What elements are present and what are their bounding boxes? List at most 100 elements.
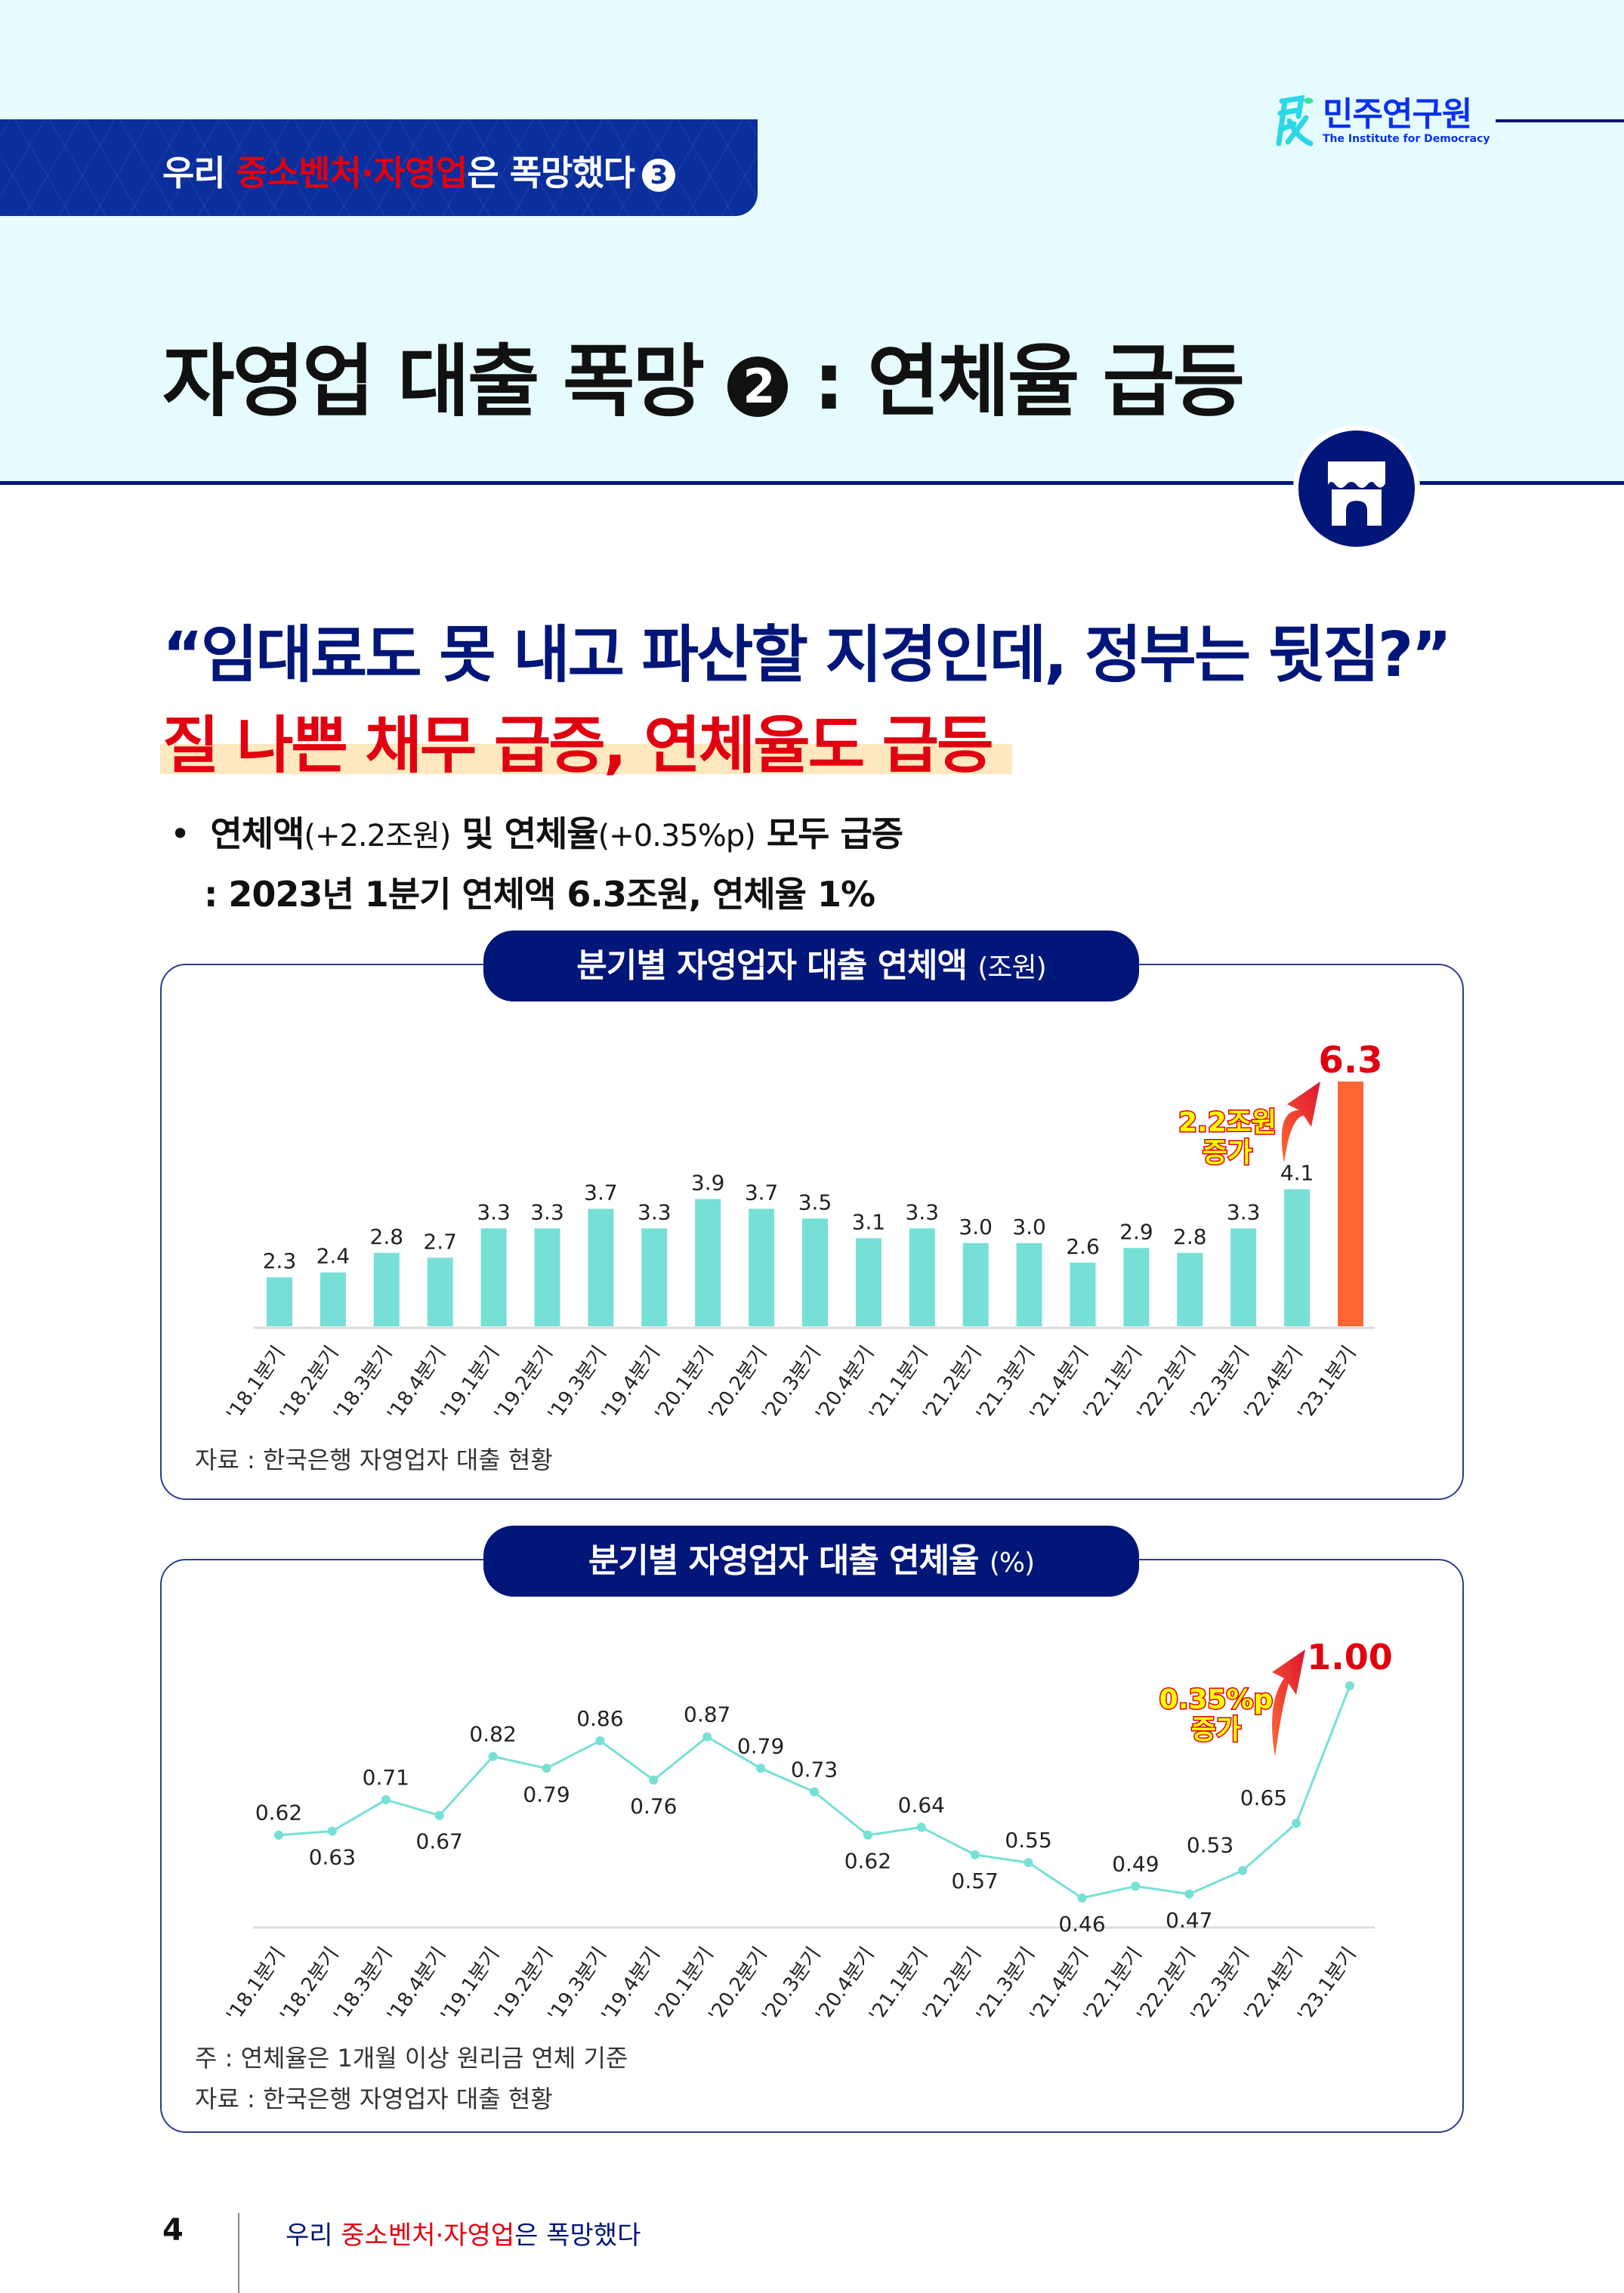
data-point — [1131, 1881, 1141, 1891]
amount-increase-callout-text: 증가 — [1203, 1137, 1252, 1168]
bar-value-label: 3.0 — [959, 1214, 993, 1239]
bar — [1338, 1082, 1363, 1326]
page-title-number-badge: 2 — [727, 356, 789, 417]
bullet-text: 모두 급증 — [755, 813, 903, 854]
point-value-label: 0.47 — [1166, 1908, 1212, 1933]
point-value-label: 0.71 — [363, 1765, 409, 1790]
bar — [588, 1208, 614, 1326]
bar-value-label: 3.5 — [798, 1190, 832, 1214]
point-value-label: 0.62 — [844, 1849, 891, 1874]
point-value-label: 0.63 — [309, 1845, 356, 1870]
bar-value-label: 2.7 — [423, 1229, 457, 1254]
bar — [1070, 1262, 1096, 1326]
bar — [749, 1208, 775, 1326]
bar — [1123, 1248, 1150, 1326]
point-value-label: 0.82 — [469, 1722, 516, 1747]
page-title: 자영업 대출 폭망 2 : 연체율 급등 — [162, 317, 1245, 431]
point-value-label: 0.67 — [416, 1829, 463, 1854]
logo-english-text: The Institute for Democracy — [1323, 133, 1490, 145]
data-point — [542, 1764, 551, 1773]
bullet-text: 연체액 — [210, 813, 304, 854]
bar — [480, 1228, 507, 1326]
data-point — [1292, 1819, 1301, 1829]
bullet-amount-change: (+2.2조원) — [304, 819, 451, 853]
data-point — [1023, 1858, 1033, 1868]
bar-value-label: 2.3 — [263, 1248, 297, 1273]
footer-divider — [238, 2213, 239, 2293]
bullet-text: 및 연체율 — [450, 813, 598, 854]
bar-value-label: 3.3 — [477, 1199, 511, 1224]
rate-chart-panel — [160, 1559, 1464, 2133]
rate-increase-callout-text: 증가 — [1191, 1714, 1241, 1745]
bar — [267, 1277, 292, 1326]
amount-chart-source: 자료 : 한국은행 자영업자 대출 현황 — [195, 1446, 553, 1474]
footer-suffix: 은 폭망했다 — [514, 2220, 641, 2251]
bar-value-label: 3.3 — [530, 1199, 564, 1224]
point-value-label: 0.79 — [523, 1782, 570, 1807]
page-title-main: 자영업 대출 폭망 — [162, 335, 705, 427]
red-headline: 질 나쁜 채무 급증, 연체율도 급등 — [162, 710, 994, 782]
bar-value-label: 6.3 — [1318, 1039, 1382, 1082]
data-point — [810, 1787, 819, 1797]
data-point — [1238, 1866, 1248, 1875]
header-background — [0, 0, 1624, 483]
header-divider — [0, 481, 1624, 485]
bar — [534, 1228, 560, 1326]
rate-increase-callout-text: 0.35%p — [1159, 1684, 1274, 1715]
point-value-label: 0.86 — [576, 1706, 623, 1731]
rate-chart-note: 주 : 연체율은 1개월 이상 원리금 연체 기준 — [195, 2044, 628, 2072]
point-value-label: 0.64 — [898, 1792, 945, 1817]
bar — [695, 1199, 721, 1326]
point-value-label: 1.00 — [1307, 1637, 1393, 1677]
point-value-label: 0.53 — [1187, 1833, 1233, 1858]
data-point — [863, 1830, 872, 1840]
point-value-label: 0.65 — [1240, 1785, 1287, 1810]
series-number-badge: 3 — [642, 159, 675, 192]
amount-increase-callout-text: 2.2조원 — [1178, 1107, 1277, 1138]
increase-arrow-icon — [1272, 1650, 1305, 1757]
bar-value-label: 3.7 — [745, 1180, 779, 1205]
footer-series-title: 우리 중소벤처·자영업은 폭망했다 — [286, 2214, 641, 2251]
bar — [855, 1238, 881, 1326]
institute-logo: 민주연구원 The Institute for Democracy — [1271, 91, 1490, 151]
bar — [1230, 1228, 1257, 1326]
series-title-prefix: 우리 — [162, 153, 236, 193]
data-point — [381, 1795, 391, 1804]
quote-headline: “임대료도 못 내고 파산할 지경인데, 정부는 뒷짐?” — [162, 619, 1452, 691]
point-value-label: 0.73 — [791, 1758, 838, 1782]
footer-prefix: 우리 — [286, 2220, 341, 2251]
bar-value-label: 3.3 — [638, 1199, 672, 1224]
data-point — [970, 1850, 980, 1859]
data-point — [488, 1751, 498, 1761]
bar-value-label: 3.7 — [584, 1180, 618, 1205]
series-banner — [0, 119, 758, 216]
point-value-label: 0.87 — [684, 1702, 730, 1727]
rate-chart-title: 분기별 자영업자 대출 연체율 (%) — [483, 1526, 1139, 1597]
headline-highlight — [160, 744, 1012, 774]
bar-value-label: 3.0 — [1012, 1214, 1046, 1239]
data-point — [434, 1810, 444, 1820]
bar-value-label: 3.9 — [691, 1171, 725, 1196]
page-number: 4 — [162, 2213, 184, 2248]
logo-korean-text: 민주연구원 — [1323, 95, 1472, 134]
bar-value-label: 2.8 — [1173, 1224, 1207, 1249]
data-point — [327, 1826, 337, 1836]
data-point — [916, 1822, 926, 1832]
bar — [373, 1252, 400, 1326]
rate-chart-title-text: 분기별 자영업자 대출 연체율 — [588, 1542, 980, 1580]
bar-value-label: 2.4 — [316, 1244, 350, 1269]
rate-chart-unit: (%) — [989, 1548, 1035, 1579]
bullet-line-2: : 2023년 1분기 연체액 6.3조원, 연체율 1% — [204, 874, 875, 915]
series-title: 우리 중소벤처·자영업은 폭망했다 3 — [162, 146, 675, 196]
data-point — [1077, 1893, 1087, 1903]
rate-chart-source: 자료 : 한국은행 자영업자 대출 현황 — [195, 2085, 553, 2113]
point-value-label: 0.76 — [630, 1794, 677, 1819]
bar — [1016, 1242, 1042, 1326]
bar — [1284, 1189, 1311, 1326]
data-point — [649, 1775, 659, 1785]
point-value-label: 0.79 — [737, 1733, 784, 1758]
bar-value-label: 4.1 — [1280, 1161, 1314, 1186]
point-value-label: 0.49 — [1112, 1851, 1159, 1876]
bar-value-label: 2.6 — [1066, 1234, 1100, 1259]
